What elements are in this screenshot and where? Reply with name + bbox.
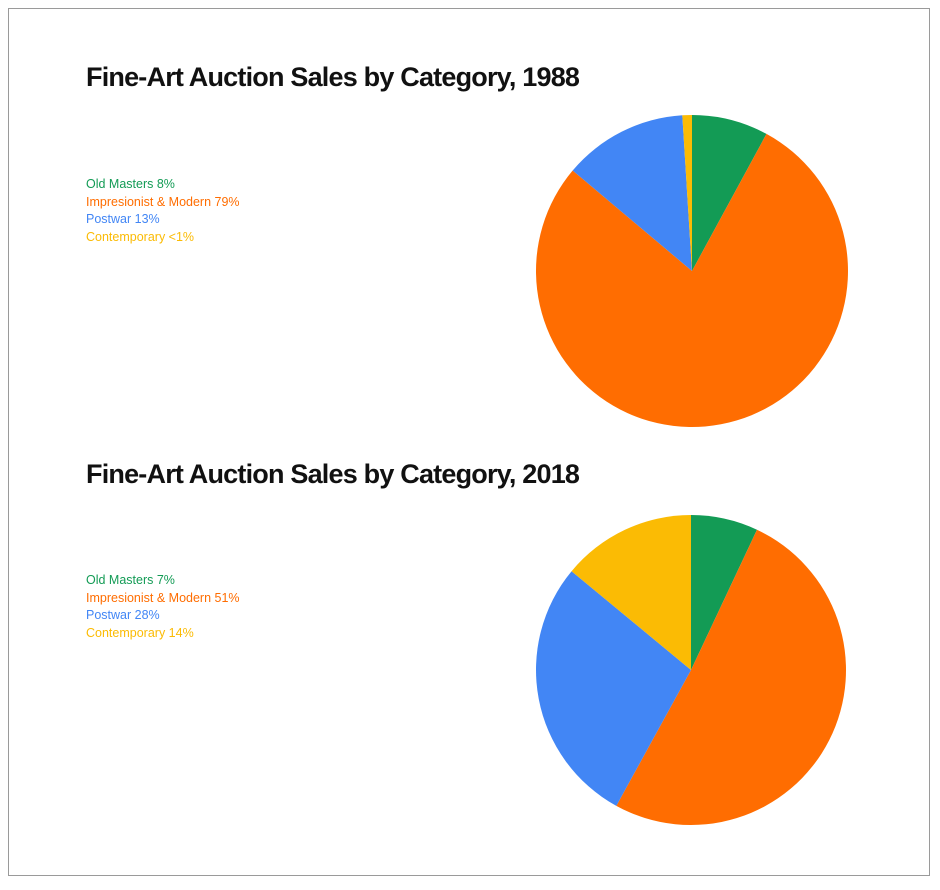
pie-slice-old-masters [691,515,757,670]
chart-title-1988: Fine-Art Auction Sales by Category, 1988 [86,62,580,92]
legend-item-contemporary: Contemporary 14% [86,625,194,640]
pie-slice-postwar [572,115,692,272]
pie-slice-contemporary [682,115,692,271]
chart-title-2018: Fine-Art Auction Sales by Category, 2018 [86,459,580,489]
pie-slice-contemporary [571,515,691,670]
legend-item-old-masters: Old Masters 8% [86,177,175,191]
legend-item-impressionist-modern: Impresionist & Modern 51% [86,590,240,605]
legend-item-old-masters: Old Masters 7% [86,573,175,587]
pie-slice-old-masters [692,115,767,271]
legend-item-contemporary: Contemporary <1% [86,229,195,244]
legend-2018: Old Masters 7% Impresionist & Modern 51%… [86,572,240,642]
pie-slice-impressionist-modern [616,529,846,825]
pie-slice-postwar [535,571,691,806]
legend-item-postwar: Postwar 13% [86,212,160,226]
legend-item-postwar: Postwar 28% [86,608,160,622]
legend-1988: Old Masters 8% Impresionist & Modern 79%… [86,176,240,246]
pie-slice-impressionist-modern [536,133,848,427]
legend-item-impressionist-modern: Impresionist & Modern 79% [86,194,240,209]
